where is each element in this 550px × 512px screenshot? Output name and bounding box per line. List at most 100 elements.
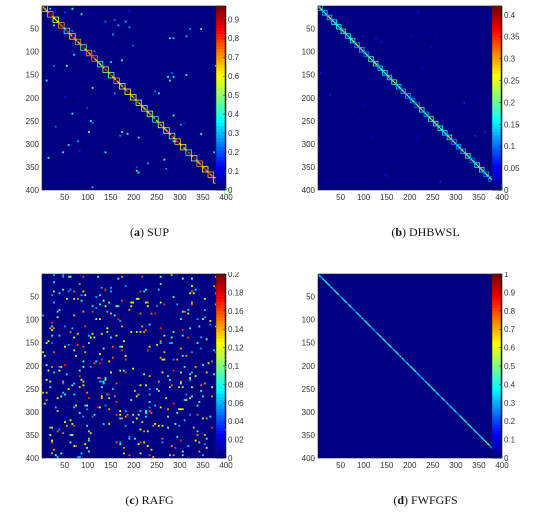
colorbar-segment — [216, 64, 225, 68]
heatmap-cell — [143, 441, 146, 444]
x-tick-label: 200 — [403, 461, 417, 470]
diagonal-cell — [434, 390, 436, 392]
heatmap-cell — [139, 452, 142, 455]
heatmap-cell — [439, 180, 442, 183]
diagonal-block — [359, 47, 365, 53]
colorbar-segment — [216, 405, 225, 410]
diagonal-cell — [151, 115, 153, 117]
y-tick-label: 200 — [26, 362, 40, 371]
heatmap-cell — [180, 318, 182, 320]
diagonal-cell — [421, 109, 423, 111]
diagonal-cell — [165, 129, 167, 131]
heatmap-cell — [71, 112, 74, 115]
heatmap-cell — [121, 325, 123, 328]
diagonal-cell — [98, 62, 100, 64]
heatmap-cell — [75, 445, 77, 447]
diagonal-cell — [419, 107, 421, 109]
colorbar-segment — [492, 70, 501, 74]
diagonal-cell — [391, 79, 394, 82]
colorbar-segment — [216, 61, 225, 65]
heatmap-cell — [54, 454, 57, 457]
y-tick-label: 350 — [302, 163, 316, 172]
heatmap-cell — [132, 44, 134, 47]
heatmap-cell — [73, 349, 76, 352]
diagonal-cell — [167, 131, 169, 133]
colorbar-segment — [216, 298, 225, 302]
colorbar-tick-label: 0.4 — [228, 110, 240, 119]
diagonal-cell — [335, 291, 337, 293]
diagonal-cell — [86, 50, 89, 53]
diagonal-cell — [483, 439, 486, 442]
colorbar-segment — [216, 436, 225, 440]
colorbar-segment — [492, 134, 501, 139]
heatmap-cell — [148, 406, 151, 409]
colorbar-segment — [492, 94, 501, 99]
heatmap-cell — [62, 274, 65, 276]
heatmap-cell — [89, 120, 92, 122]
heatmap-cell — [124, 20, 127, 23]
heatmap-cell — [148, 393, 151, 396]
heatmap-cell — [119, 345, 122, 348]
heatmap-cell — [181, 354, 184, 357]
heatmap-cell — [132, 301, 134, 304]
heatmap-cell — [119, 413, 122, 416]
heatmap-cell — [156, 305, 158, 308]
colorbar-segment — [216, 171, 225, 176]
colorbar-tick-label: 0.1 — [228, 167, 240, 176]
heatmap-cell — [115, 413, 118, 416]
colorbar-tick-label: 0.1 — [504, 142, 516, 151]
diagonal-cell — [436, 392, 438, 394]
diagonal-block — [363, 51, 370, 58]
heatmap-cell — [172, 296, 175, 298]
colorbar-segment — [216, 33, 225, 38]
colorbar-segment — [492, 76, 501, 80]
colorbar-tick-label: 0.16 — [228, 307, 244, 316]
heatmap-cell — [130, 305, 133, 308]
heatmap-cell — [358, 118, 361, 121]
heatmap-cell — [203, 316, 206, 319]
diagonal-cell — [319, 275, 321, 277]
colorbar-tick-label: 0 — [504, 186, 509, 195]
colorbar-tick-label: 0.14 — [228, 325, 244, 334]
heatmap-cell — [104, 151, 107, 154]
heatmap-cell — [185, 74, 188, 76]
heatmap-cell — [71, 50, 74, 52]
diagonal-cell — [451, 407, 453, 409]
colorbar-segment — [216, 415, 225, 419]
heatmap-cell — [183, 310, 186, 313]
heatmap-cell — [189, 413, 192, 416]
x-tick-label: 350 — [196, 193, 210, 202]
diagonal-cell — [320, 8, 322, 10]
colorbar-segment — [492, 125, 501, 130]
diagonal-cell — [466, 422, 468, 424]
heatmap-cell — [410, 35, 412, 38]
heatmap-cell — [115, 382, 118, 385]
colorbar-segment — [492, 335, 501, 339]
heatmap-cell — [42, 351, 44, 354]
diagonal-cell — [430, 118, 433, 121]
diagonal-cell — [213, 177, 215, 179]
diagonal-cell — [194, 158, 197, 161]
heatmap-cell — [365, 37, 368, 40]
colorbar-segment — [492, 186, 501, 191]
y-tick-label: 50 — [30, 25, 39, 34]
heatmap-cell — [89, 366, 92, 368]
heatmap-cell — [181, 277, 184, 280]
diagonal-cell — [82, 46, 84, 48]
diagonal-cell — [329, 17, 331, 19]
heatmap-cell — [69, 331, 72, 333]
diagonal-cell — [145, 109, 147, 111]
heatmap-cell — [73, 314, 76, 317]
colorbar-segment — [216, 350, 225, 355]
heatmap-cell — [191, 371, 193, 374]
heatmap-cell — [76, 343, 79, 346]
diagonal-cell — [163, 127, 166, 130]
heatmap-cell — [51, 342, 54, 344]
x-tick-label: 400 — [495, 193, 509, 202]
x-tick-label: 300 — [449, 193, 463, 202]
diagonal-cell — [396, 352, 398, 354]
diagonal-cell — [144, 108, 146, 110]
heatmap-cell — [417, 136, 420, 139]
heatmap-cell — [145, 415, 147, 418]
colorbar-segment — [216, 147, 225, 151]
